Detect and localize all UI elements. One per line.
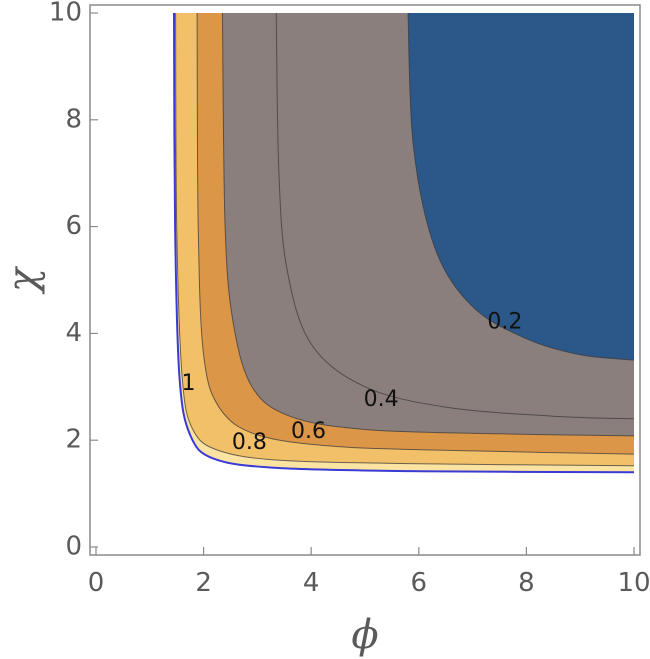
x-tick-label-8: 8 xyxy=(518,568,535,598)
contour-line-0.2 xyxy=(407,12,635,361)
region-boundary-line xyxy=(173,12,635,474)
contour-lines xyxy=(173,12,635,474)
contour-labels: 1 0.8 0.6 0.4 0.2 xyxy=(182,310,523,455)
contour-label-0.6: 0.6 xyxy=(291,419,326,444)
x-tick-label-4: 4 xyxy=(303,568,320,598)
contour-band-0.2 xyxy=(408,13,634,361)
contour-label-0.8: 0.8 xyxy=(232,430,267,455)
y-axis-title: χ xyxy=(0,265,46,295)
contour-line-1 xyxy=(175,12,635,467)
x-tick-label-10: 10 xyxy=(617,568,650,598)
contour-bands xyxy=(174,13,634,473)
contour-line-0.8 xyxy=(196,12,635,455)
y-tick-label-0: 0 xyxy=(65,532,82,562)
x-tick-label-6: 6 xyxy=(411,568,428,598)
y-axis-ticks: 0 2 4 6 8 10 xyxy=(49,0,98,562)
y-tick-label-6: 6 xyxy=(65,211,82,241)
x-tick-label-2: 2 xyxy=(195,568,212,598)
contour-label-1: 1 xyxy=(182,371,196,396)
x-axis-ticks: 0 2 4 6 8 10 xyxy=(88,547,650,598)
y-tick-label-8: 8 xyxy=(65,104,82,134)
y-tick-label-10: 10 xyxy=(49,0,82,28)
x-axis-title: ϕ xyxy=(351,612,378,658)
y-tick-label-4: 4 xyxy=(65,318,82,348)
contour-line-0.6 xyxy=(221,12,635,437)
contour-label-0.2: 0.2 xyxy=(487,310,522,335)
plot-frame xyxy=(89,4,641,556)
contour-line-0.4 xyxy=(275,12,635,420)
y-tick-label-2: 2 xyxy=(65,425,82,455)
contour-label-0.4: 0.4 xyxy=(364,387,399,412)
x-tick-label-0: 0 xyxy=(88,568,105,598)
